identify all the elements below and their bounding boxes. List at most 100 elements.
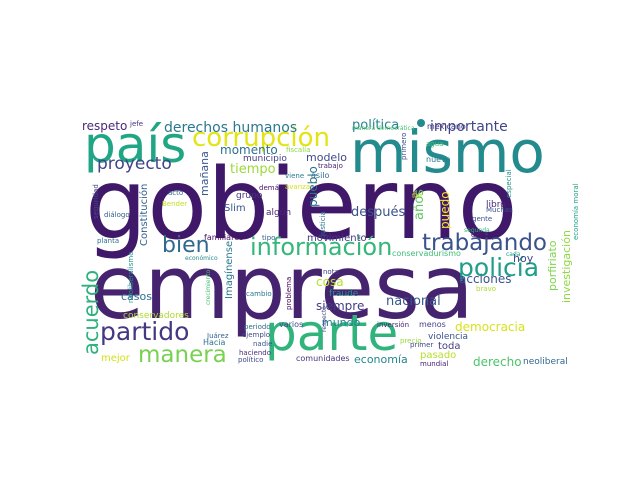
word-empresa: empresa [90,236,474,339]
word-corrupcion: corrupción [192,123,330,153]
word-toda: toda [438,341,461,352]
word-politica: política [352,118,399,133]
word-respeto: respeto [82,119,127,133]
word-asilo: asilo [311,171,330,180]
word-fraude: fraude [329,289,359,299]
word-conservadurismo: conservadurismo [392,249,461,258]
word-mismo: mismo [350,118,545,186]
word-problema: problema [285,277,293,310]
word-inversion: inversión [377,321,409,329]
word-partido: partido [100,317,189,346]
word-bender: Bender [162,200,187,208]
word-siempre: siempre [316,299,364,313]
word-mexicano: mexicano [427,122,466,131]
word-momento: momento [220,143,278,157]
word-constitucion: Constitución [138,184,150,246]
word-mejor: mejor [101,353,131,364]
word-justicia: justicia [319,211,327,237]
word-acto: acto [168,189,183,197]
word-pueblo: pueblo [306,166,320,207]
word-nacional: nacional [386,294,441,309]
word-fiscalia: fiscalía [286,146,310,154]
word-proyecto: proyecto [97,154,172,174]
word-economia-moral: economía moral [572,183,580,240]
word-cambio: cambio [246,290,272,298]
word-democracia: democracia [455,320,525,334]
word-nota: nota [323,268,339,276]
word-precio: precio [400,337,422,345]
word-porfiriato: porfiriato [546,240,559,291]
word-planta: planta [97,237,119,245]
word-primer: primer [410,341,433,349]
word-segunda: segunda [464,227,490,234]
word-cosa: cosa [316,275,344,289]
word-parte: parte [265,304,398,362]
word-menos: menos [419,320,446,329]
word-economia: economía [354,353,408,366]
word-demas: demás [259,184,283,192]
word-crecimiento: crecimiento [205,269,212,305]
word-manana: mañana [198,151,211,196]
word-seguridad: seguridad [92,184,100,219]
word-derecho: derecho [473,355,522,369]
word-casos: casos [121,290,152,303]
word-periodo: periodo [244,323,271,331]
word-agua: agua [426,140,443,148]
word-municipio: municipio [243,154,287,164]
word-algun: algún [266,208,291,218]
word-manera: manera [138,342,227,368]
word-bravo: bravo [476,285,496,293]
word-trabajando: trabajando [422,230,547,256]
word-juarez: Juárez [206,332,229,340]
word-manera-democratica: manera democrática [352,125,415,132]
word-nueva: nueva [426,155,451,164]
word-familiares: familiares [204,233,243,242]
word-gobierno: gobierno [85,148,518,262]
word-especial: especial [505,169,513,198]
word-nadie: nadie [253,340,272,348]
word-hacia: Hacia [203,338,226,347]
word-gente: gente [472,215,492,223]
word-modelo: modelo [306,151,347,164]
word-comunidades: comunidades [296,354,350,363]
word-fin: fin [413,191,422,199]
word-varios: varios [279,320,303,329]
word-dialogo: diálogo [104,211,130,219]
word-pasado: pasado [420,350,456,361]
word-importante: importante [430,119,508,135]
word-tiempo: tiempo [230,162,276,177]
dot-mark [417,119,425,127]
word-politico: político [238,356,263,364]
word-libro: libro [486,200,506,210]
word-grupo: grupo [236,191,263,201]
word-violencia: violencia [428,332,468,342]
word-haciendo: haciendo [239,349,271,357]
word-neoliberalismo: neoliberalismo [127,252,135,303]
word-policia: policía [458,253,539,282]
word-cada: cada [506,251,521,258]
word-mundo: mundo [322,316,361,329]
word-avanzar: avanzar [285,183,313,191]
word-respecto: respecto [321,306,328,332]
word-viene: viene [285,172,304,180]
word-hoy: hoy [513,252,534,265]
word-bien: bien [162,233,210,258]
word-investigacion: investigación [560,230,573,303]
word-conservadores: conservadores [123,311,189,321]
word-debe: debe [471,231,489,239]
word-ejemplo: ejemplo [242,331,270,339]
word-imaginense: Imagínense [223,241,235,299]
word-slim: Slim [224,203,246,214]
word-tipo: tipo [262,234,275,242]
word-acuerdo: acuerdo [79,270,103,355]
word-acciones: acciones [459,272,511,286]
word-informacion: información [250,233,392,261]
word-primero: primero [400,133,408,160]
word-anos: años [412,189,427,220]
word-muchas: Muchas [486,206,513,214]
word-mundial: mundial [420,360,448,368]
word-neoliberal: neoliberal [523,357,568,367]
word-derechos-humanos: derechos humanos [164,120,297,136]
